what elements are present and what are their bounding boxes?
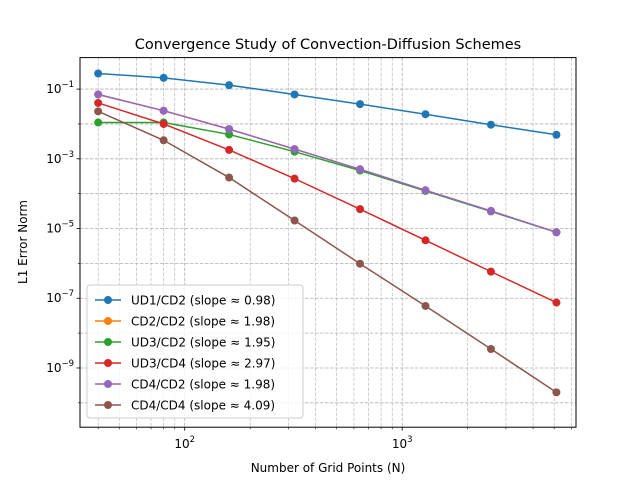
chart-title: Convergence Study of Convection-Diffusio… — [135, 37, 521, 53]
legend-entry: UD3/CD2 (slope ≈ 1.95) — [95, 336, 275, 350]
legend-entry: CD4/CD4 (slope ≈ 4.09) — [95, 399, 275, 413]
ticks: 102 103 10−1 10−3 10−5 10−7 10−9 — [46, 80, 572, 451]
series-4 — [94, 98, 561, 307]
data-point — [94, 118, 103, 127]
legend-marker — [104, 380, 112, 388]
data-point — [552, 228, 561, 237]
legend-entry: CD4/CD2 (slope ≈ 1.98) — [95, 378, 275, 392]
data-point — [486, 120, 495, 129]
data-point — [94, 98, 103, 107]
x-tick-label: 102 — [174, 435, 195, 451]
data-point — [159, 119, 168, 128]
series-layer — [94, 69, 561, 397]
legend-marker — [104, 317, 112, 325]
y-tick-label: 10−7 — [46, 289, 74, 305]
series-5 — [94, 90, 561, 237]
y-tick-label: 10−5 — [46, 220, 74, 236]
data-point — [486, 345, 495, 354]
data-point — [94, 90, 103, 99]
data-point — [421, 236, 430, 245]
legend-marker — [104, 338, 112, 346]
data-point — [94, 69, 103, 78]
data-point — [486, 267, 495, 276]
legend-label: CD2/CD2 (slope ≈ 1.98) — [131, 315, 275, 329]
data-point — [159, 136, 168, 145]
data-point — [356, 165, 365, 174]
series-line — [98, 72, 557, 136]
data-point — [225, 81, 234, 90]
x-tick-label: 103 — [392, 435, 413, 451]
x-axis-label: Number of Grid Points (N) — [251, 461, 406, 475]
y-tick-label: 10−1 — [46, 80, 74, 96]
legend-box — [86, 284, 304, 419]
data-point — [290, 90, 299, 99]
data-point — [421, 186, 430, 195]
data-point — [486, 206, 495, 215]
series-line — [97, 110, 557, 393]
legend-entry: UD1/CD2 (slope ≈ 0.98) — [95, 294, 275, 308]
data-point — [94, 107, 103, 116]
legend-label: UD3/CD4 (slope ≈ 2.97) — [131, 357, 275, 371]
data-point — [159, 106, 168, 115]
legend-marker — [104, 359, 112, 367]
series-6 — [94, 107, 561, 397]
data-point — [225, 173, 234, 182]
data-point — [290, 216, 299, 225]
data-point — [552, 388, 561, 397]
data-point — [225, 125, 234, 134]
legend-entry: UD3/CD4 (slope ≈ 2.97) — [95, 357, 275, 371]
data-point — [421, 110, 430, 119]
legend-marker — [104, 296, 112, 304]
legend-entry: CD2/CD2 (slope ≈ 1.98) — [95, 315, 275, 329]
data-point — [159, 73, 168, 82]
data-point — [225, 145, 234, 154]
data-point — [356, 205, 365, 214]
y-tick-label: 10−9 — [46, 359, 74, 375]
series-1 — [94, 69, 561, 139]
data-point — [421, 301, 430, 310]
y-tick-label: 10−3 — [46, 150, 74, 166]
legend-label: CD4/CD4 (slope ≈ 4.09) — [131, 399, 275, 413]
plot-frame — [79, 57, 577, 428]
data-point — [552, 130, 561, 139]
series-line — [97, 93, 557, 234]
legend-label: CD4/CD2 (slope ≈ 1.98) — [131, 378, 275, 392]
legend-label: UD1/CD2 (slope ≈ 0.98) — [131, 294, 275, 308]
data-point — [356, 259, 365, 268]
data-point — [290, 174, 299, 183]
legend: UD1/CD2 (slope ≈ 0.98) CD2/CD2 (slope ≈ 1… — [86, 284, 304, 419]
data-point — [356, 100, 365, 109]
data-point — [290, 145, 299, 154]
data-point — [552, 298, 561, 307]
legend-marker — [104, 401, 112, 409]
legend-label: UD3/CD2 (slope ≈ 1.95) — [131, 336, 275, 350]
y-axis-label: L1 Error Norm — [16, 200, 30, 284]
series-line — [97, 102, 557, 304]
